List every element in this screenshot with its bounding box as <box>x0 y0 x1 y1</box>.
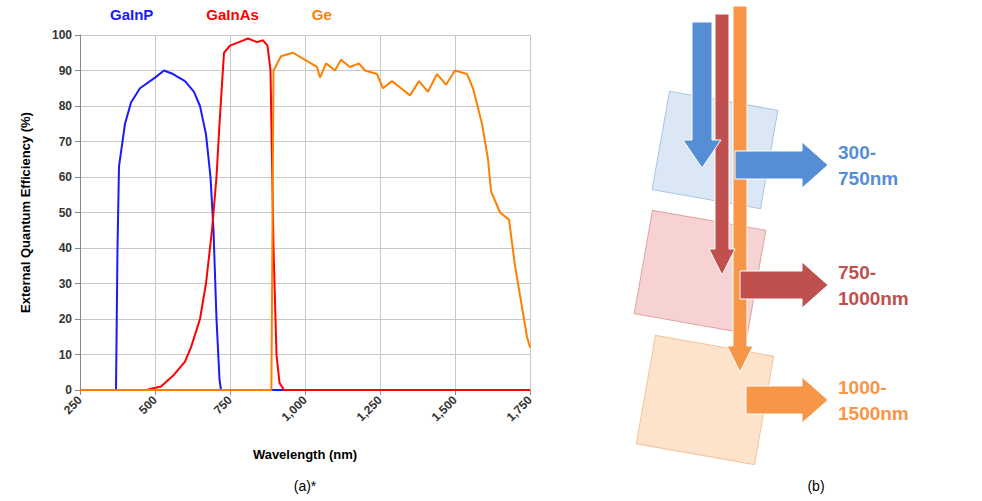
svg-text:40: 40 <box>59 241 73 255</box>
svg-text:1,000: 1,000 <box>279 393 310 424</box>
svg-text:GaInP: GaInP <box>110 6 153 23</box>
svg-text:250: 250 <box>61 393 85 417</box>
svg-text:500: 500 <box>136 393 160 417</box>
svg-text:1000-1500nm: 1000-1500nm <box>838 377 909 424</box>
svg-text:1,250: 1,250 <box>354 393 385 424</box>
svg-text:100: 100 <box>52 28 72 42</box>
svg-text:90: 90 <box>59 64 73 78</box>
svg-text:80: 80 <box>59 99 73 113</box>
html-text:(b): (b) <box>807 478 825 494</box>
svg-text:1,750: 1,750 <box>504 393 535 424</box>
svg-text:50: 50 <box>59 206 73 220</box>
svg-text:70: 70 <box>59 135 73 149</box>
svg-text:10: 10 <box>59 348 73 362</box>
svg-text:GaInAs: GaInAs <box>206 6 259 23</box>
svg-text:1,500: 1,500 <box>429 393 460 424</box>
svg-text:30: 30 <box>59 277 73 291</box>
svg-text:20: 20 <box>59 312 73 326</box>
svg-text:Ge: Ge <box>312 6 332 23</box>
svg-text:750: 750 <box>211 393 235 417</box>
html-text:(a)*: (a)* <box>293 478 317 494</box>
svg-text:External Quantum Efficiency (%: External Quantum Efficiency (%) <box>18 112 33 313</box>
svg-text:0: 0 <box>65 383 72 397</box>
svg-text:60: 60 <box>59 170 73 184</box>
svg-text:300-750nm: 300-750nm <box>838 142 898 189</box>
svg-text:Wavelength (nm): Wavelength (nm) <box>253 447 357 462</box>
svg-text:750-1000nm: 750-1000nm <box>838 262 909 309</box>
